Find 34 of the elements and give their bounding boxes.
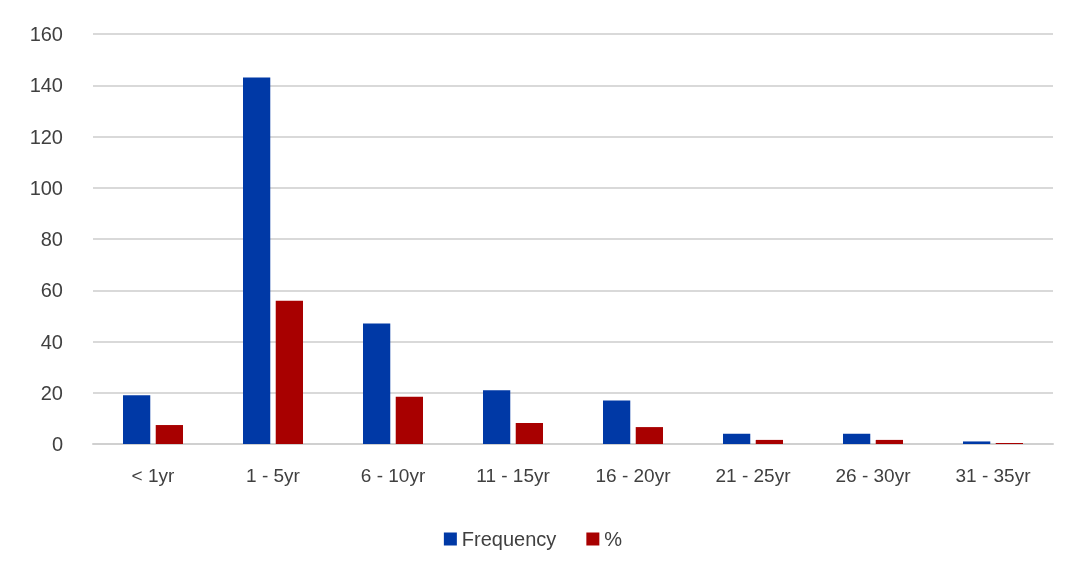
bar [275, 300, 303, 444]
x-tick-label: 21 - 25yr [715, 465, 792, 486]
bar [755, 439, 783, 444]
bar [483, 390, 511, 444]
bar [155, 425, 183, 444]
legend-label: Frequency [461, 528, 557, 550]
x-tick-label: 31 - 35yr [955, 465, 1032, 486]
x-tick-label: < 1yr [131, 465, 176, 486]
y-tick-label: 80 [40, 228, 63, 250]
bar [243, 77, 271, 444]
x-tick-label: 6 - 10yr [360, 465, 426, 486]
bar [363, 323, 391, 444]
bar [603, 400, 631, 444]
y-tick-label: 120 [29, 125, 63, 148]
bar [515, 422, 543, 444]
bar [395, 396, 423, 444]
bar [843, 433, 871, 444]
x-tick-label: 16 - 20yr [595, 465, 672, 486]
y-tick-label: 40 [40, 330, 63, 353]
y-tick-label: 140 [29, 74, 63, 97]
legend-label: % [604, 528, 623, 550]
x-tick-label: 26 - 30yr [835, 465, 912, 486]
y-tick-label: 20 [40, 381, 63, 404]
y-tick-label: 160 [29, 23, 63, 45]
bar [723, 433, 751, 444]
y-tick-label: 0 [51, 433, 63, 455]
bar [963, 441, 991, 444]
y-tick-label: 100 [29, 176, 63, 199]
bar [875, 439, 903, 444]
bar [635, 427, 663, 444]
bar [123, 395, 151, 444]
y-tick-label: 60 [40, 279, 63, 302]
x-tick-label: 1 - 5yr [246, 465, 301, 486]
x-tick-label: 11 - 15yr [476, 465, 551, 486]
